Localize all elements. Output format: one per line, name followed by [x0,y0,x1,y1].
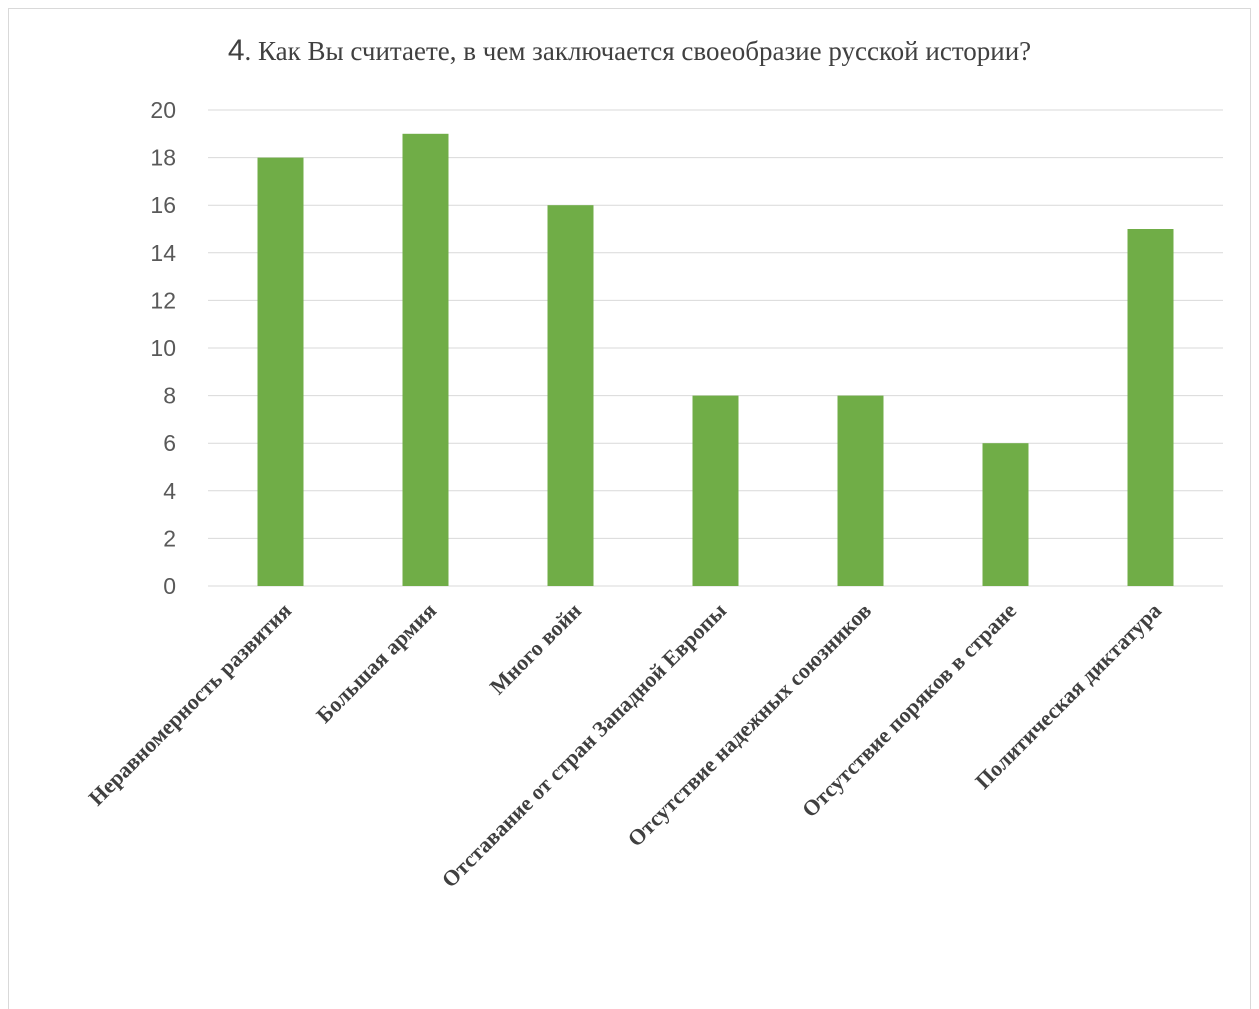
x-tick-label: Отсутствие надежных союзников [623,598,877,852]
y-tick-label: 6 [163,430,176,456]
bar [982,443,1029,586]
bar [257,157,304,586]
y-tick-label: 8 [163,383,176,409]
y-tick-label: 20 [150,97,176,123]
chart-title: 4. Как Вы считаете, в чем заключается св… [0,34,1259,68]
bar [692,395,739,586]
bar [1127,229,1174,586]
x-tick-label: Отставание от стран Западной Европы [437,598,731,892]
y-tick-label: 12 [150,287,176,313]
x-tick-label: Много войн [485,598,587,700]
chart-title-text: . Как Вы считаете, в чем заключается сво… [244,36,1032,66]
y-tick-label: 16 [150,192,176,218]
bar [837,395,884,586]
y-tick-label: 0 [163,573,176,599]
bar [547,205,594,586]
y-tick-label: 2 [163,525,176,551]
x-tick-label: Неравномерность развития [83,598,296,811]
x-tick-label: Большая армия [311,598,441,728]
y-tick-label: 18 [150,145,176,171]
y-tick-label: 10 [150,335,176,361]
y-tick-label: 4 [163,478,176,504]
bars [257,133,1174,587]
bar [402,133,449,587]
y-tick-label: 14 [150,240,176,266]
chart-title-number: 4 [227,34,245,67]
chart-frame [8,8,1251,1009]
y-axis-ticks: 0 2 4 6 8 10 12 14 16 18 20 [150,97,176,599]
x-axis-labels: Неравномерность развития Большая армия Мно… [83,598,1166,893]
